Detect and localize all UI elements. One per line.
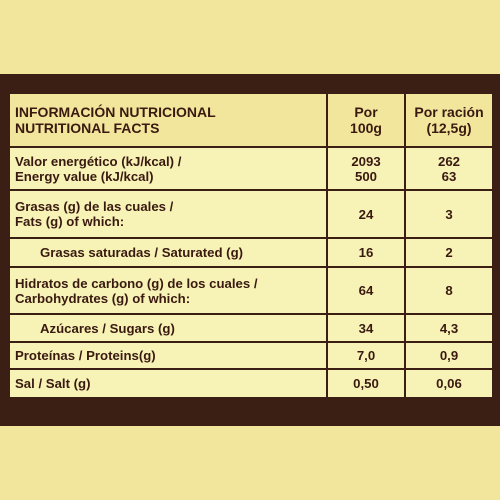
row-carbohydrates: Hidratos de carbono (g) de los cuales / …: [8, 266, 494, 315]
nutrition-table: INFORMACIÓN NUTRICIONAL NUTRITIONAL FACT…: [8, 92, 494, 399]
row-proteins-per100: 7,0: [326, 341, 406, 370]
per-100g-line2: 100g: [350, 120, 382, 136]
title-english: NUTRITIONAL FACTS: [15, 120, 160, 136]
row-salt-label: Sal / Salt (g): [8, 368, 328, 399]
carbohydrates-label-es: Hidratos de carbono (g) de los cuales /: [15, 275, 258, 291]
header-per-100g-cell: Por 100g: [326, 92, 406, 148]
title-spanish: INFORMACIÓN NUTRICIONAL: [15, 104, 216, 120]
row-energy: Valor energético (kJ/kcal) / Energy valu…: [8, 146, 494, 191]
row-sugars-per100: 34: [326, 313, 406, 343]
row-proteins-serving: 0,9: [404, 341, 494, 370]
carbohydrates-label-en: Carbohydrates (g) of which:: [15, 290, 191, 306]
row-fats-serving: 3: [404, 189, 494, 239]
energy-per100-kcal: 500: [354, 168, 377, 184]
energy-serving-kcal: 63: [441, 168, 457, 184]
row-energy-serving: 262 63: [404, 146, 494, 191]
energy-label-es: Valor energético (kJ/kcal) /: [15, 153, 182, 169]
header-title-cell: INFORMACIÓN NUTRICIONAL NUTRITIONAL FACT…: [8, 92, 328, 148]
header-per-serving-cell: Por ración (12,5g): [404, 92, 494, 148]
per-100g-line1: Por: [354, 104, 378, 120]
row-energy-per100: 2093 500: [326, 146, 406, 191]
row-fats-per100: 24: [326, 189, 406, 239]
row-salt-serving: 0,06: [404, 368, 494, 399]
fats-label-es: Grasas (g) de las cuales /: [15, 199, 174, 214]
row-saturated: Grasas saturadas / Saturated (g) 16 2: [8, 237, 494, 268]
table-header-row: INFORMACIÓN NUTRICIONAL NUTRITIONAL FACT…: [8, 92, 494, 148]
row-saturated-per100: 16: [326, 237, 406, 268]
row-sugars-serving: 4,3: [404, 313, 494, 343]
row-carbohydrates-label: Hidratos de carbono (g) de los cuales / …: [8, 266, 328, 315]
row-fats-label: Grasas (g) de las cuales / Fats (g) of w…: [8, 189, 328, 239]
per-serving-line2: (12,5g): [426, 120, 472, 136]
energy-label-en: Energy value (kJ/kcal): [15, 168, 154, 184]
row-salt-per100: 0,50: [326, 368, 406, 399]
energy-per100-kj: 2093: [351, 153, 381, 169]
energy-serving-kj: 262: [437, 153, 460, 169]
fats-label-en: Fats (g) of which:: [15, 214, 125, 229]
row-salt: Sal / Salt (g) 0,50 0,06: [8, 368, 494, 399]
row-carbohydrates-per100: 64: [326, 266, 406, 315]
row-saturated-label: Grasas saturadas / Saturated (g): [8, 237, 328, 268]
row-saturated-serving: 2: [404, 237, 494, 268]
row-sugars-label: Azúcares / Sugars (g): [8, 313, 328, 343]
row-energy-label: Valor energético (kJ/kcal) / Energy valu…: [8, 146, 328, 191]
per-serving-line1: Por ración: [414, 104, 484, 120]
row-fats: Grasas (g) de las cuales / Fats (g) of w…: [8, 189, 494, 239]
row-proteins: Proteínas / Proteins(g) 7,0 0,9: [8, 341, 494, 370]
row-proteins-label: Proteínas / Proteins(g): [8, 341, 328, 370]
row-carbohydrates-serving: 8: [404, 266, 494, 315]
row-sugars: Azúcares / Sugars (g) 34 4,3: [8, 313, 494, 343]
